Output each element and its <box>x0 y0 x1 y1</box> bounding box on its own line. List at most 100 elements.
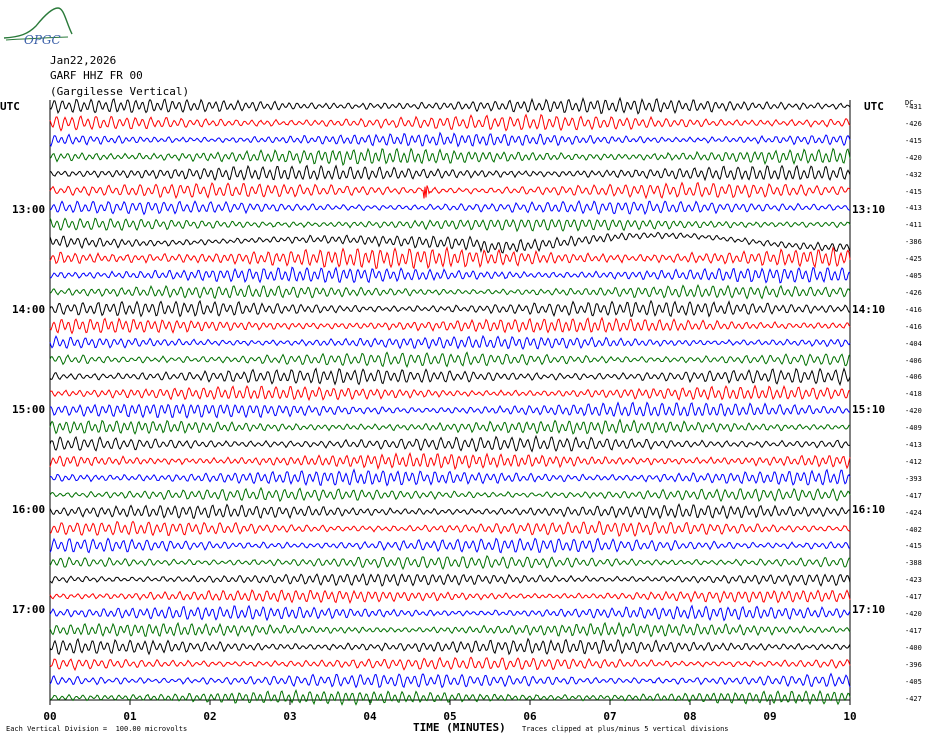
seismic-trace <box>49 672 851 689</box>
dc-offset-label: -420 <box>905 153 922 162</box>
dc-offset-label: -413 <box>905 441 922 450</box>
seismic-trace <box>49 656 851 672</box>
seismic-trace <box>49 284 851 300</box>
seismic-trace <box>49 637 851 656</box>
dc-offset-label: -409 <box>905 424 922 433</box>
left-time-label: 14:00 <box>12 303 46 316</box>
dc-offset-label: -420 <box>905 610 922 619</box>
x-tick-label: 02 <box>203 710 217 723</box>
seismic-trace <box>49 147 851 166</box>
seismic-trace <box>49 131 851 148</box>
dc-offset-label: -424 <box>905 508 922 517</box>
x-tick-label: 10 <box>843 710 857 723</box>
dc-offset-label: -396 <box>905 660 922 669</box>
seismic-trace <box>49 200 851 216</box>
utc-right-label: UTC <box>864 100 884 113</box>
seismic-trace <box>49 401 851 419</box>
left-time-label: 17:00 <box>12 603 46 616</box>
dc-offset-label: -425 <box>905 255 922 264</box>
left-time-label: 15:00 <box>12 403 46 416</box>
seismic-trace <box>49 689 851 706</box>
left-time-label: 16:00 <box>12 503 46 516</box>
utc-left-label: UTC <box>0 100 20 113</box>
right-time-label: 15:10 <box>852 403 886 416</box>
seismic-trace <box>49 554 851 571</box>
plot-date: Jan22,2026 <box>50 54 117 67</box>
dc-offset-label: -431 <box>905 103 922 111</box>
seismic-trace <box>49 486 851 503</box>
seismic-trace <box>49 520 851 537</box>
seismic-trace <box>49 537 851 554</box>
x-tick-label: 06 <box>523 710 537 723</box>
station-site: (Gargilesse Vertical) <box>50 85 190 98</box>
x-tick-label: 01 <box>123 710 137 723</box>
right-time-label: 14:10 <box>852 303 886 316</box>
dc-offset-label: -432 <box>905 170 922 179</box>
dc-offset-label: -416 <box>905 305 922 314</box>
dc-offset-label: -402 <box>905 525 922 534</box>
dc-offset-label: -427 <box>905 694 922 703</box>
dc-offset-label: -417 <box>905 626 922 635</box>
seismic-trace <box>49 113 851 132</box>
seismic-trace <box>49 384 851 402</box>
seismic-trace <box>49 181 851 200</box>
dc-offset-label: -404 <box>905 339 922 348</box>
dc-offset-label: -416 <box>905 322 922 331</box>
dc-offset-label: -400 <box>905 643 922 652</box>
dc-offset-label: -418 <box>905 390 922 399</box>
dc-offset-label: -417 <box>905 491 922 500</box>
right-time-label: 13:10 <box>852 203 886 216</box>
dc-offset-label: -386 <box>905 238 922 247</box>
dc-offset-label: -406 <box>905 356 922 365</box>
dc-offset-label: -426 <box>905 119 922 128</box>
dc-offset-label: -405 <box>905 677 922 686</box>
dc-offset-label: -412 <box>905 457 922 466</box>
dc-offset-label: -405 <box>905 272 922 280</box>
x-tick-label: 04 <box>363 710 377 723</box>
right-time-label: 17:10 <box>852 603 886 616</box>
seismic-trace <box>49 164 851 182</box>
seismic-trace <box>49 316 851 335</box>
seismic-trace <box>49 231 851 254</box>
seismic-trace <box>49 334 851 350</box>
dc-offset-label: -423 <box>905 576 922 585</box>
left-time-label: 13:00 <box>12 203 46 216</box>
dc-header: DC <box>905 99 914 107</box>
seismic-trace <box>49 367 851 387</box>
division-note: Each Vertical Division = 100.00 microvol… <box>6 725 188 733</box>
seismic-trace <box>49 621 851 638</box>
dc-offset-label: -415 <box>905 187 922 196</box>
x-tick-label: 03 <box>283 710 297 723</box>
dc-offset-label: -411 <box>905 221 922 230</box>
seismic-trace <box>49 503 851 520</box>
seismic-trace <box>49 604 851 622</box>
svg-text:OPGC: OPGC <box>24 33 61 46</box>
station-code: GARF HHZ FR 00 <box>50 69 143 82</box>
seismic-trace <box>49 299 851 318</box>
dc-offset-label: -406 <box>905 373 922 382</box>
dc-offset-label: -417 <box>905 593 922 602</box>
dc-offset-label: -388 <box>905 559 922 568</box>
seismic-trace <box>49 246 851 270</box>
dc-offset-label: -415 <box>905 542 922 551</box>
clip-note: Traces clipped at plus/minus 5 vertical … <box>522 725 729 733</box>
seismic-trace <box>49 573 851 587</box>
seismic-trace <box>49 589 851 605</box>
seismic-trace <box>49 452 851 471</box>
x-tick-label: 09 <box>763 710 777 723</box>
dc-offset-label: -415 <box>905 136 922 145</box>
x-tick-label: 07 <box>603 710 617 723</box>
dc-offset-label: -420 <box>905 407 922 416</box>
right-time-label: 16:10 <box>852 503 886 516</box>
dc-offset-label: -413 <box>905 204 922 213</box>
x-tick-label: 00 <box>43 710 57 723</box>
seismic-trace <box>49 418 851 435</box>
dc-offset-label: -426 <box>905 288 922 297</box>
x-tick-label: 08 <box>683 710 697 723</box>
seismic-trace <box>49 351 851 369</box>
seismic-trace <box>49 266 851 284</box>
x-axis-title: TIME (MINUTES) <box>413 721 506 734</box>
seismic-trace <box>49 217 851 233</box>
